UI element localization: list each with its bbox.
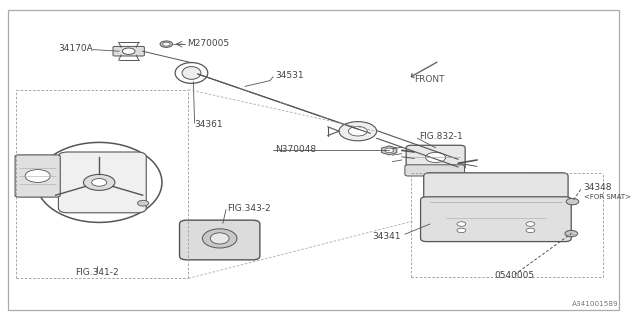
Ellipse shape [182,67,201,79]
Circle shape [122,48,135,54]
Circle shape [163,42,170,46]
Text: 34170A: 34170A [58,44,93,53]
Circle shape [426,152,445,163]
Circle shape [160,41,173,47]
FancyBboxPatch shape [58,152,147,213]
Ellipse shape [175,63,208,84]
Text: A341001589: A341001589 [572,300,619,307]
FancyBboxPatch shape [113,46,145,56]
Text: N370048: N370048 [275,145,316,154]
FancyBboxPatch shape [15,155,60,197]
Text: FIG.343-2: FIG.343-2 [227,204,271,213]
Circle shape [138,200,148,206]
Ellipse shape [202,229,237,248]
FancyBboxPatch shape [406,145,465,170]
FancyBboxPatch shape [420,197,572,242]
Circle shape [457,222,466,226]
FancyBboxPatch shape [405,165,465,176]
Circle shape [83,174,115,190]
Circle shape [92,179,107,186]
Text: FRONT: FRONT [414,75,445,84]
Circle shape [348,126,367,136]
Text: <FOR SMAT>: <FOR SMAT> [584,194,631,200]
Circle shape [566,198,579,205]
Text: 0540005: 0540005 [495,271,535,280]
Text: 34341: 34341 [372,232,401,241]
Text: 34361: 34361 [195,120,223,129]
Ellipse shape [211,233,229,244]
Circle shape [25,170,50,182]
FancyBboxPatch shape [424,173,568,205]
Text: 34348: 34348 [584,183,612,192]
Text: 34531: 34531 [275,71,303,80]
Ellipse shape [36,142,162,222]
Circle shape [339,122,376,141]
Polygon shape [381,146,397,155]
Circle shape [565,230,577,237]
Circle shape [526,222,535,226]
Circle shape [385,148,394,153]
Text: FIG.341-2: FIG.341-2 [76,268,119,277]
Circle shape [457,228,466,233]
Text: FIG.832-1: FIG.832-1 [419,132,463,141]
Text: M270005: M270005 [187,39,229,48]
FancyBboxPatch shape [180,220,260,260]
Circle shape [526,228,535,233]
